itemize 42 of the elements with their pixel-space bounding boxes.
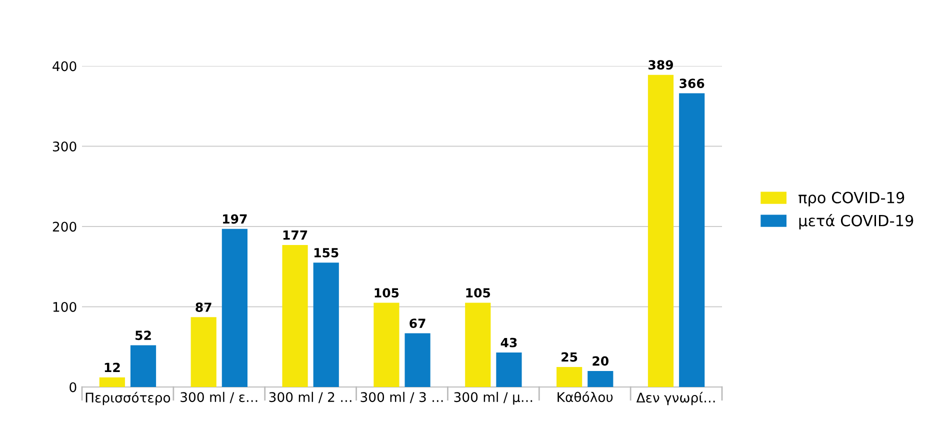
data-label: 12 (104, 362, 120, 372)
bar (190, 317, 216, 387)
x-tick-label: Περισσότερο (86, 392, 170, 406)
bar (588, 370, 614, 387)
bar (556, 366, 582, 387)
y-tick-label: 300 (52, 141, 76, 152)
y-tick-label: 400 (52, 61, 76, 72)
data-label: 389 (648, 60, 673, 70)
bar (404, 333, 430, 387)
x-tick-label: 300 ml / 3 … (360, 392, 443, 404)
bar (313, 262, 339, 387)
data-label: 52 (136, 330, 151, 340)
x-tick-label: 300 ml / ε… (180, 392, 258, 404)
x-tick-label: 300 ml / μ… (454, 392, 532, 405)
data-label: 25 (562, 352, 578, 362)
y-tick-label: 100 (53, 302, 76, 312)
bar (496, 352, 522, 387)
y-tick-label: 0 (70, 382, 76, 392)
legend-label: μετά COVID-19 (799, 214, 914, 230)
y-tick-label: 200 (52, 222, 76, 232)
bar (99, 377, 125, 387)
data-label: 105 (466, 288, 490, 298)
x-tick-label: Δεν γνωρί… (636, 392, 715, 406)
legend-label: προ COVID-19 (798, 192, 904, 206)
data-label: 67 (410, 318, 426, 328)
data-label: 197 (223, 214, 247, 224)
bar (374, 302, 400, 387)
data-label: 366 (680, 78, 704, 88)
data-label: 105 (374, 288, 399, 298)
data-label: 155 (314, 248, 338, 258)
bar (282, 244, 308, 387)
data-label: 20 (592, 356, 608, 366)
bar (130, 345, 156, 387)
bar (465, 302, 491, 387)
x-tick-label: Καθόλου (558, 391, 613, 402)
bar (679, 93, 705, 387)
bar (648, 74, 674, 387)
data-label: 177 (283, 230, 308, 240)
x-tick-label: 300 ml / 2 … (269, 392, 352, 404)
data-label: 87 (196, 302, 212, 312)
bar (222, 228, 248, 387)
data-label: 43 (500, 338, 517, 348)
